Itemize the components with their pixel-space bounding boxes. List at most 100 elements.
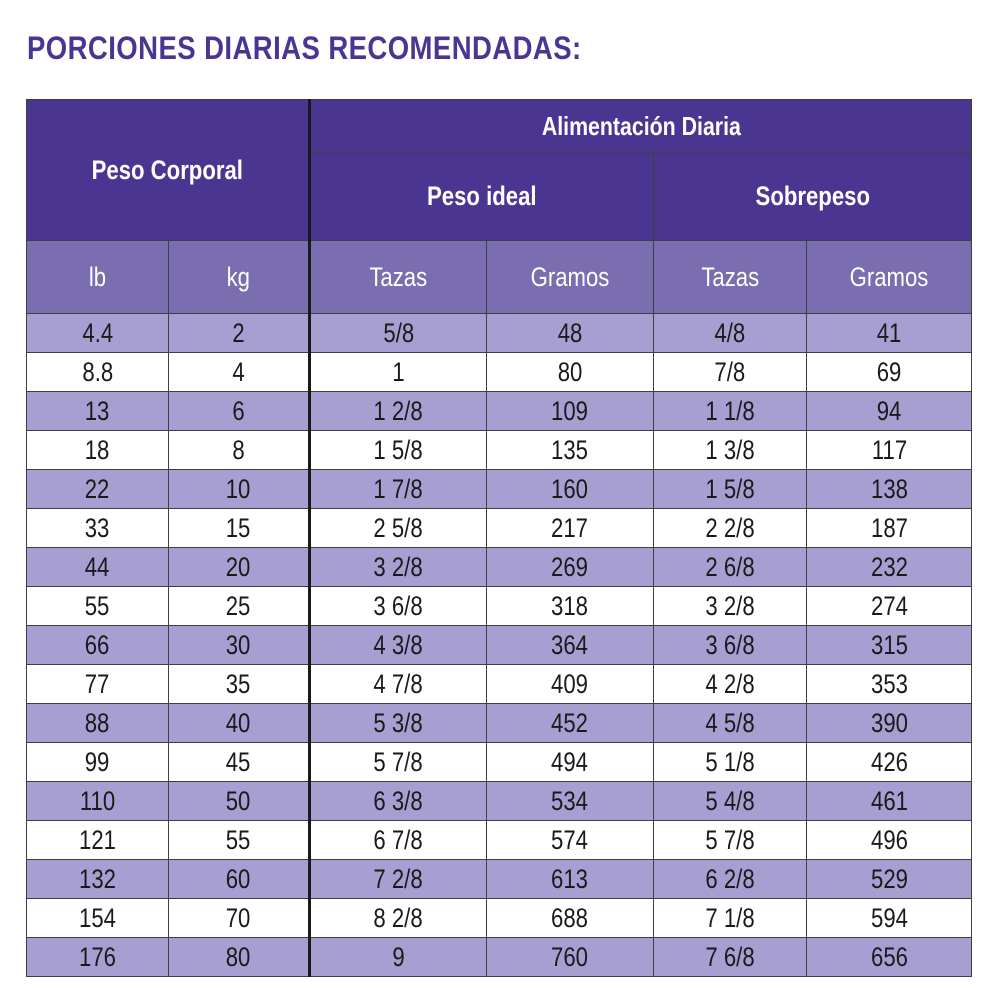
cell-ideal-cups: 7 2/8 bbox=[308, 859, 488, 899]
cell-value: 77 bbox=[85, 668, 110, 699]
cell-overweight-cups: 2 2/8 bbox=[653, 508, 808, 548]
cell-lb: 4.4 bbox=[26, 313, 169, 353]
cell-overweight-grams: 138 bbox=[806, 469, 973, 509]
cell-value: 5 3/8 bbox=[373, 707, 424, 738]
cell-value: 30 bbox=[226, 629, 251, 660]
unit-header: Tazas bbox=[653, 240, 808, 314]
cell-value: 364 bbox=[551, 629, 589, 660]
cell-value: 534 bbox=[551, 785, 589, 816]
cell-lb: 13 bbox=[26, 391, 169, 431]
cell-value: 15 bbox=[226, 512, 251, 543]
cell-ideal-cups: 9 bbox=[308, 937, 488, 977]
cell-overweight-grams: 529 bbox=[806, 859, 973, 899]
page-title: PORCIONES DIARIAS RECOMENDADAS: bbox=[27, 30, 582, 66]
cell-ideal-grams: 452 bbox=[486, 703, 655, 743]
cell-overweight-cups: 6 2/8 bbox=[653, 859, 808, 899]
cell-ideal-cups: 5 7/8 bbox=[308, 742, 488, 782]
cell-ideal-cups: 6 3/8 bbox=[308, 781, 488, 821]
cell-lb: 132 bbox=[26, 859, 169, 899]
cell-ideal-grams: 574 bbox=[486, 820, 655, 860]
cell-value: 4.4 bbox=[82, 317, 113, 348]
cell-kg: 45 bbox=[167, 742, 311, 782]
cell-value: 4/8 bbox=[714, 317, 746, 348]
cell-value: 1 7/8 bbox=[373, 473, 424, 504]
cell-lb: 110 bbox=[26, 781, 169, 821]
cell-value: 7 1/8 bbox=[705, 902, 755, 933]
cell-overweight-grams: 274 bbox=[806, 586, 973, 626]
cell-value: 8.8 bbox=[82, 356, 113, 387]
cell-overweight-grams: 353 bbox=[806, 664, 973, 704]
cell-ideal-cups: 2 5/8 bbox=[308, 508, 488, 548]
cell-ideal-cups: 4 3/8 bbox=[308, 625, 488, 665]
cell-overweight-cups: 5 7/8 bbox=[653, 820, 808, 860]
cell-value: 274 bbox=[870, 590, 908, 621]
cell-overweight-cups: 3 2/8 bbox=[653, 586, 808, 626]
cell-value: 44 bbox=[85, 551, 110, 582]
cell-ideal-grams: 613 bbox=[486, 859, 655, 899]
cell-value: 41 bbox=[876, 317, 902, 348]
cell-value: 232 bbox=[870, 551, 908, 582]
cell-ideal-cups: 3 2/8 bbox=[308, 547, 488, 587]
cell-overweight-cups: 4/8 bbox=[653, 313, 808, 353]
cell-value: 35 bbox=[226, 668, 251, 699]
unit-header: Gramos bbox=[806, 240, 973, 314]
table-row: 18 8 1 5/8 135 1 3/8 117 bbox=[26, 430, 973, 470]
table-row: 132 60 7 2/8 613 6 2/8 529 bbox=[26, 859, 973, 899]
cell-lb: 154 bbox=[26, 898, 169, 938]
unit-header: Tazas bbox=[308, 240, 488, 314]
cell-value: 80 bbox=[557, 356, 583, 387]
cell-value: 2 5/8 bbox=[373, 512, 424, 543]
table-row: 99 45 5 7/8 494 5 1/8 426 bbox=[26, 742, 973, 782]
cell-lb: 18 bbox=[26, 430, 169, 470]
cell-overweight-grams: 232 bbox=[806, 547, 973, 587]
cell-value: 40 bbox=[226, 707, 251, 738]
cell-ideal-grams: 409 bbox=[486, 664, 655, 704]
cell-value: 8 bbox=[232, 434, 245, 465]
cell-value: 60 bbox=[226, 863, 251, 894]
cell-ideal-grams: 160 bbox=[486, 469, 655, 509]
cell-ideal-grams: 269 bbox=[486, 547, 655, 587]
unit-header-label: Tazas bbox=[369, 261, 428, 292]
cell-value: 4 7/8 bbox=[373, 668, 424, 699]
table-row: 121 55 6 7/8 574 5 7/8 496 bbox=[26, 820, 973, 860]
header-ideal-weight-label: Peso ideal bbox=[427, 181, 537, 212]
cell-value: 2 2/8 bbox=[705, 512, 755, 543]
cell-value: 3 6/8 bbox=[373, 590, 424, 621]
cell-value: 121 bbox=[79, 824, 116, 855]
cell-kg: 40 bbox=[167, 703, 311, 743]
cell-overweight-cups: 3 6/8 bbox=[653, 625, 808, 665]
cell-value: 45 bbox=[226, 746, 251, 777]
cell-ideal-grams: 80 bbox=[486, 352, 655, 392]
cell-value: 22 bbox=[85, 473, 110, 504]
cell-ideal-cups: 8 2/8 bbox=[308, 898, 488, 938]
cell-value: 55 bbox=[226, 824, 251, 855]
cell-overweight-cups: 5 4/8 bbox=[653, 781, 808, 821]
header-row-units: lb kg Tazas Gramos Tazas Gramos bbox=[26, 240, 973, 314]
table-body: 4.4 2 5/8 48 4/8 41 8.8 4 1 80 7/8 69 13 6 1 2/8 109 1 1… bbox=[26, 313, 973, 977]
cell-value: 2 6/8 bbox=[705, 551, 755, 582]
cell-overweight-cups: 1 3/8 bbox=[653, 430, 808, 470]
cell-value: 6 2/8 bbox=[705, 863, 755, 894]
cell-value: 18 bbox=[85, 434, 110, 465]
cell-lb: 176 bbox=[26, 937, 169, 977]
cell-value: 409 bbox=[551, 668, 589, 699]
cell-value: 20 bbox=[226, 551, 251, 582]
cell-value: 138 bbox=[870, 473, 908, 504]
cell-value: 48 bbox=[557, 317, 583, 348]
cell-lb: 99 bbox=[26, 742, 169, 782]
table-row: 66 30 4 3/8 364 3 6/8 315 bbox=[26, 625, 973, 665]
cell-ideal-grams: 217 bbox=[486, 508, 655, 548]
cell-kg: 50 bbox=[167, 781, 311, 821]
header-overweight-label: Sobrepeso bbox=[755, 181, 870, 212]
cell-value: 4 bbox=[232, 356, 245, 387]
cell-value: 760 bbox=[551, 941, 589, 972]
cell-kg: 10 bbox=[167, 469, 311, 509]
cell-lb: 44 bbox=[26, 547, 169, 587]
cell-ideal-grams: 109 bbox=[486, 391, 655, 431]
cell-overweight-cups: 4 5/8 bbox=[653, 703, 808, 743]
cell-overweight-cups: 7/8 bbox=[653, 352, 808, 392]
cell-ideal-cups: 5/8 bbox=[308, 313, 488, 353]
cell-value: 4 5/8 bbox=[705, 707, 755, 738]
cell-value: 6 7/8 bbox=[373, 824, 424, 855]
cell-value: 5 4/8 bbox=[705, 785, 755, 816]
